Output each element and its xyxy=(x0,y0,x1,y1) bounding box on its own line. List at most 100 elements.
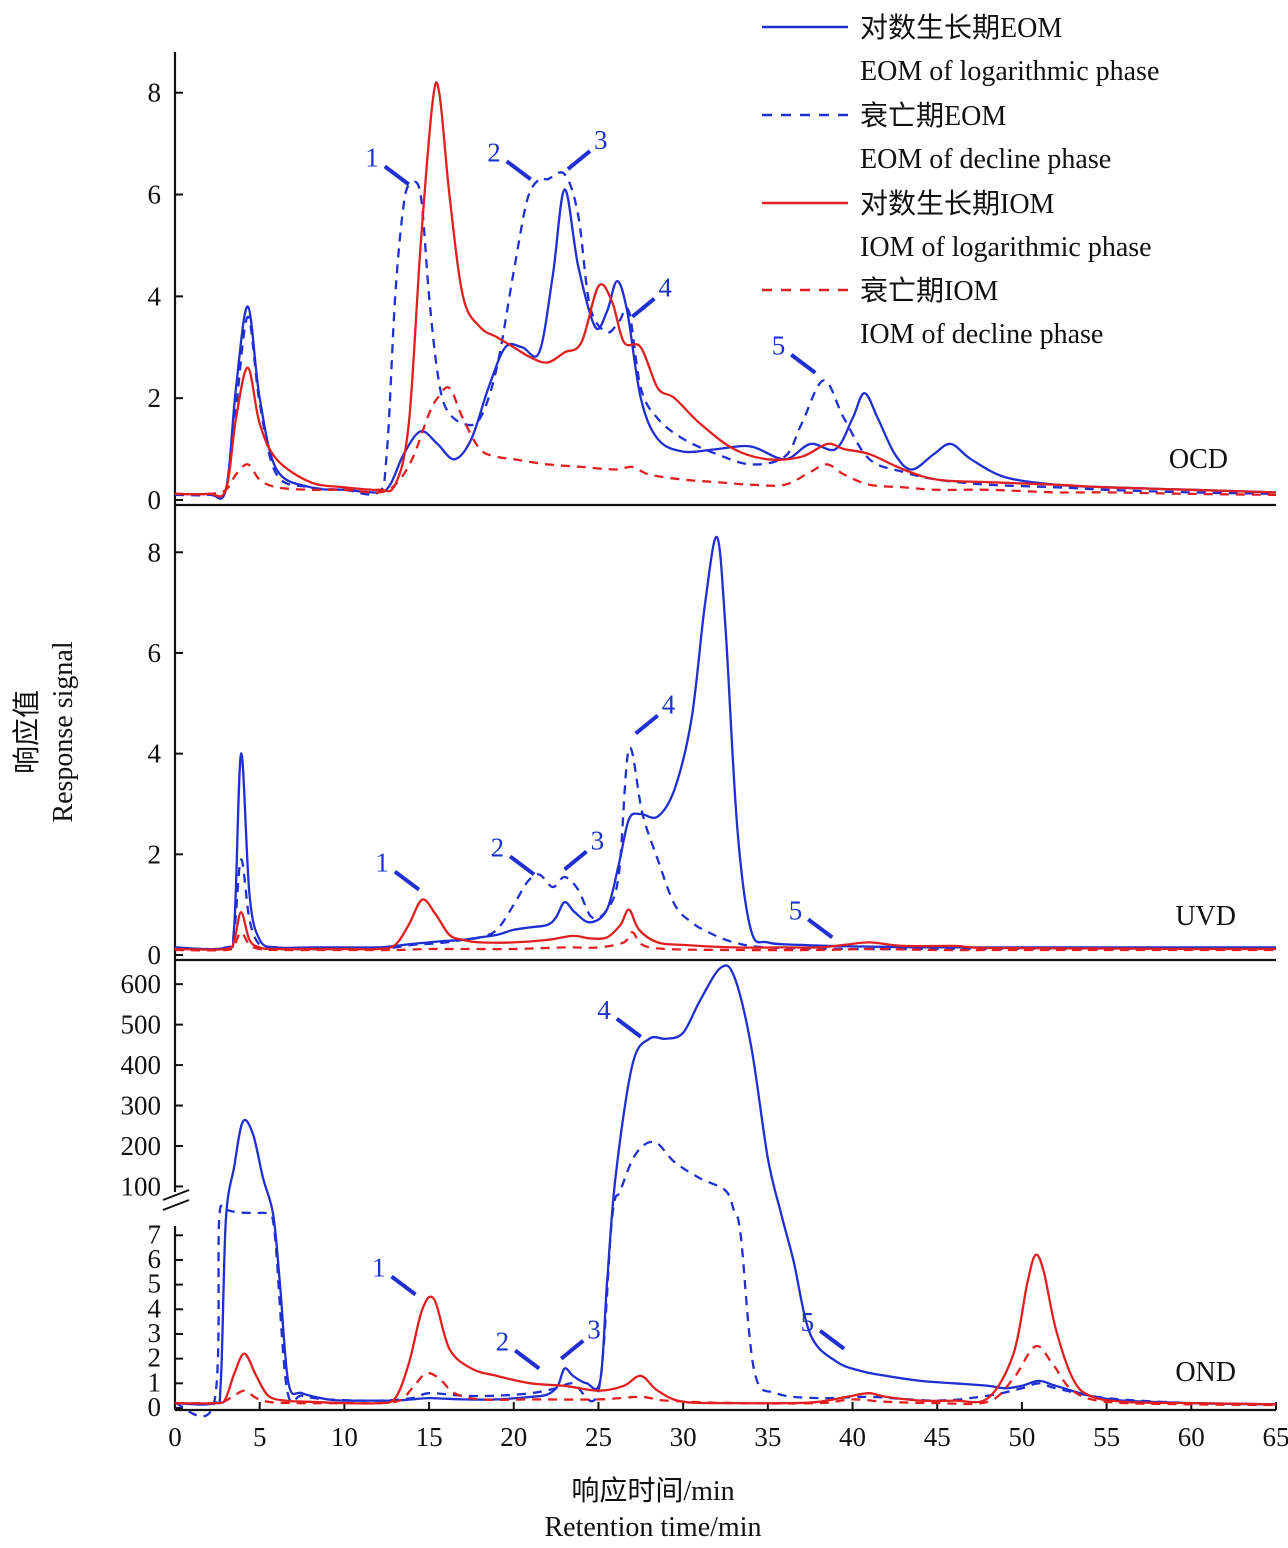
svg-text:10: 10 xyxy=(331,1422,358,1452)
y-tick-ond-lower: 4 xyxy=(148,1293,183,1323)
y-tick-uvd: 4 xyxy=(148,739,183,769)
svg-text:3: 3 xyxy=(594,125,608,155)
svg-text:2: 2 xyxy=(487,137,501,167)
y-tick-ond-lower: 1 xyxy=(148,1367,183,1397)
y-tick-ond-lower: 6 xyxy=(148,1244,183,1274)
ocd-series-iom-decline xyxy=(174,386,1277,497)
svg-text:40: 40 xyxy=(839,1422,866,1452)
y-tick-ond-upper: 500 xyxy=(121,1010,183,1040)
x-tick: 35 xyxy=(754,1402,781,1452)
x-tick: 5 xyxy=(253,1402,266,1452)
ond-peak-label: 5 xyxy=(801,1307,846,1351)
svg-text:8: 8 xyxy=(148,537,162,567)
svg-text:2: 2 xyxy=(491,832,505,862)
panel-label-ond: OND xyxy=(1175,1357,1236,1388)
y-tick-ond-lower: 2 xyxy=(148,1343,183,1373)
svg-text:4: 4 xyxy=(597,995,611,1025)
uvd-series-eom-decline xyxy=(174,746,1276,952)
svg-text:35: 35 xyxy=(754,1422,781,1452)
y-tick-ond-lower: 0 xyxy=(148,1392,183,1422)
ond-peak-label: 2 xyxy=(496,1327,541,1371)
panel-label-uvd: UVD xyxy=(1175,901,1236,932)
svg-text:65: 65 xyxy=(1263,1422,1288,1452)
uvd-peak-label: 1 xyxy=(375,848,421,892)
svg-text:25: 25 xyxy=(585,1422,612,1452)
uvd-peak-label: 5 xyxy=(789,895,834,939)
y-tick-ocd: 0 xyxy=(148,485,183,515)
svg-text:5: 5 xyxy=(789,895,803,925)
uvd-series-eom-log xyxy=(174,536,1276,951)
svg-text:4: 4 xyxy=(148,739,162,769)
legend-label-cn: 对数生长期EOM xyxy=(860,12,1062,44)
y-tick-ond-upper: 200 xyxy=(121,1131,183,1161)
svg-text:100: 100 xyxy=(121,1171,162,1201)
legend-label-en: EOM of logarithmic phase xyxy=(860,56,1159,87)
legend-label-en: IOM of decline phase xyxy=(860,319,1103,350)
svg-text:1: 1 xyxy=(372,1252,386,1282)
svg-text:3: 3 xyxy=(587,1315,601,1345)
y-tick-uvd: 2 xyxy=(148,839,183,869)
ocd-series-iom-log xyxy=(174,81,1277,498)
legend-label-cn: 衰亡期IOM xyxy=(860,275,999,307)
svg-text:50: 50 xyxy=(1008,1422,1035,1452)
svg-text:400: 400 xyxy=(121,1050,162,1080)
x-axis-title-en: Retention time/min xyxy=(545,1512,762,1543)
svg-text:5: 5 xyxy=(772,331,786,361)
x-tick: 25 xyxy=(585,1402,612,1452)
ond-peak-label: 4 xyxy=(597,995,643,1039)
svg-text:600: 600 xyxy=(121,969,162,999)
ocd-peak-label: 5 xyxy=(772,331,817,375)
legend-label-cn: 衰亡期EOM xyxy=(860,100,1006,132)
x-axis-title-cn: 响应时间/min xyxy=(571,1475,734,1507)
peak-labels: 1 2 3 4 5 1 2 3 4 5 1 2 3 4 5 xyxy=(365,125,846,1371)
y-tick-uvd: 0 xyxy=(148,940,183,970)
svg-text:6: 6 xyxy=(148,638,162,668)
svg-text:6: 6 xyxy=(148,1244,162,1274)
legend-label-en: EOM of decline phase xyxy=(860,144,1111,175)
chromatogram-curves xyxy=(174,81,1277,1418)
svg-text:0: 0 xyxy=(148,485,162,515)
svg-text:15: 15 xyxy=(416,1422,443,1452)
svg-text:0: 0 xyxy=(148,1392,162,1422)
legend: 对数生长期EOM EOM of logarithmic phase 衰亡期EOM… xyxy=(762,12,1159,350)
uvd-peak-label: 4 xyxy=(634,690,676,736)
y-tick-ond-lower: 3 xyxy=(148,1318,183,1348)
svg-text:45: 45 xyxy=(924,1422,951,1452)
axes-frame xyxy=(162,52,1276,1412)
legend-label-cn: 对数生长期IOM xyxy=(860,188,1055,220)
svg-text:0: 0 xyxy=(168,1422,182,1452)
uvd-series-iom-decline xyxy=(174,931,1276,952)
svg-text:3: 3 xyxy=(148,1318,162,1348)
y-tick-uvd: 8 xyxy=(148,537,183,567)
ocd-peak-label: 1 xyxy=(365,142,410,186)
x-tick: 20 xyxy=(500,1402,527,1452)
x-tick: 55 xyxy=(1093,1402,1120,1452)
ond-series-eom-decline xyxy=(174,1140,1277,1418)
svg-text:300: 300 xyxy=(121,1091,162,1121)
y-tick-ocd: 4 xyxy=(148,281,183,311)
y-axis-title-cn: 响应值 xyxy=(11,690,43,774)
svg-text:1: 1 xyxy=(375,848,389,878)
panel-label-ocd: OCD xyxy=(1169,444,1228,475)
svg-text:1: 1 xyxy=(365,142,379,172)
svg-text:2: 2 xyxy=(148,1343,162,1373)
y-tick-ond-upper: 100 xyxy=(121,1171,183,1201)
svg-text:200: 200 xyxy=(121,1131,162,1161)
x-tick: 15 xyxy=(416,1402,443,1452)
svg-text:5: 5 xyxy=(148,1269,162,1299)
ond-series-eom-log xyxy=(174,964,1277,1406)
legend-label-en: IOM of logarithmic phase xyxy=(860,232,1152,263)
svg-text:20: 20 xyxy=(500,1422,527,1452)
ond-peak-label: 1 xyxy=(372,1252,417,1297)
x-tick: 30 xyxy=(670,1402,697,1452)
svg-text:6: 6 xyxy=(148,180,162,210)
uvd-peak-label: 3 xyxy=(563,825,605,871)
svg-text:60: 60 xyxy=(1178,1422,1205,1452)
x-tick: 50 xyxy=(1008,1402,1035,1452)
svg-text:3: 3 xyxy=(591,825,605,855)
ocd-peak-label: 4 xyxy=(631,273,672,319)
y-tick-ond-lower: 7 xyxy=(148,1219,183,1249)
y-tick-uvd: 6 xyxy=(148,638,183,668)
